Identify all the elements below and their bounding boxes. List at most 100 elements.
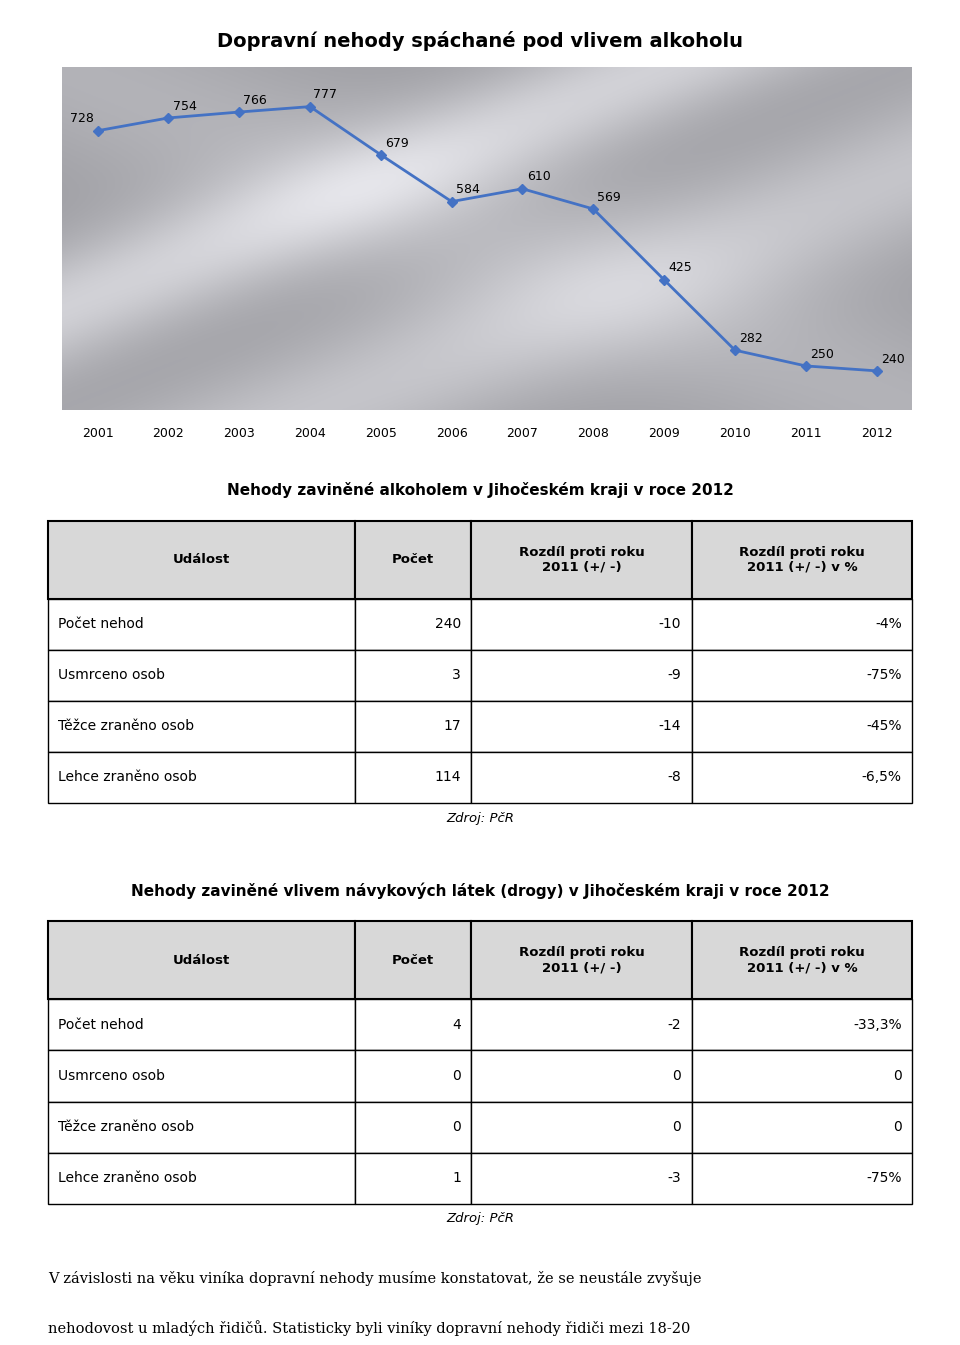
Bar	[471, 521, 691, 599]
Text: 0: 0	[673, 1120, 682, 1134]
Text: 2004: 2004	[294, 426, 325, 440]
Bar	[355, 650, 471, 701]
Text: 584: 584	[456, 183, 480, 196]
Text: Těžce zraněno osob: Těžce zraněno osob	[59, 1120, 195, 1134]
Bar	[471, 701, 691, 752]
Text: Událost: Událost	[173, 954, 230, 967]
Bar	[355, 701, 471, 752]
Bar	[48, 921, 355, 999]
Bar	[471, 921, 691, 999]
Text: -3: -3	[668, 1171, 682, 1185]
Text: Počet: Počet	[392, 954, 434, 967]
Text: 569: 569	[597, 191, 621, 203]
Bar	[48, 599, 355, 650]
Bar	[48, 752, 355, 803]
Text: Těžce zraněno osob: Těžce zraněno osob	[59, 720, 195, 733]
Bar	[355, 1050, 471, 1102]
Bar	[355, 999, 471, 1050]
Text: 2005: 2005	[365, 426, 396, 440]
Text: 610: 610	[527, 171, 550, 183]
Text: 0: 0	[893, 1069, 901, 1083]
Text: 2009: 2009	[648, 426, 680, 440]
Text: 2001: 2001	[82, 426, 113, 440]
Text: V závislosti na věku viníka dopravní nehody musíme konstatovat, že se neustále z: V závislosti na věku viníka dopravní neh…	[48, 1271, 702, 1286]
Bar	[48, 650, 355, 701]
Bar	[355, 752, 471, 803]
Bar	[355, 521, 471, 599]
Text: 2007: 2007	[507, 426, 539, 440]
Text: 240: 240	[880, 352, 904, 366]
Text: 766: 766	[244, 94, 267, 106]
Text: Dopravní nehody spáchané pod vlivem alkoholu: Dopravní nehody spáchané pod vlivem alko…	[217, 31, 743, 51]
Text: 2003: 2003	[224, 426, 255, 440]
Text: Rozdíl proti roku
2011 (+/ -): Rozdíl proti roku 2011 (+/ -)	[518, 947, 644, 974]
Bar	[691, 521, 912, 599]
Text: Nehody zaviněné vlivem návykových látek (drogy) v Jihočeském kraji v roce 2012: Nehody zaviněné vlivem návykových látek …	[131, 882, 829, 898]
Text: 4: 4	[452, 1018, 461, 1032]
Text: -2: -2	[668, 1018, 682, 1032]
Text: Lehce zraněno osob: Lehce zraněno osob	[59, 771, 197, 784]
Text: -45%: -45%	[866, 720, 901, 733]
Text: 2010: 2010	[719, 426, 751, 440]
Text: 2002: 2002	[153, 426, 184, 440]
Text: 282: 282	[739, 332, 763, 344]
Text: nehodovost u mladých řidičů. Statisticky byli viníky dopravní nehody řidiči mezi: nehodovost u mladých řidičů. Statisticky…	[48, 1319, 690, 1336]
Text: Zdroj: PčR: Zdroj: PčR	[446, 811, 514, 824]
Text: Událost: Událost	[173, 553, 230, 566]
Text: -6,5%: -6,5%	[862, 771, 901, 784]
Bar	[691, 999, 912, 1050]
Bar	[691, 650, 912, 701]
Text: Nehody zaviněné alkoholem v Jihočeském kraji v roce 2012: Nehody zaviněné alkoholem v Jihočeském k…	[227, 482, 733, 498]
Bar	[691, 1153, 912, 1204]
Bar	[355, 1102, 471, 1153]
Text: 2011: 2011	[790, 426, 822, 440]
Bar	[691, 701, 912, 752]
Bar	[48, 521, 355, 599]
Bar	[471, 1050, 691, 1102]
Bar	[355, 1153, 471, 1204]
Bar	[48, 1153, 355, 1204]
Bar	[471, 1102, 691, 1153]
Text: Počet nehod: Počet nehod	[59, 1018, 144, 1032]
Bar	[48, 701, 355, 752]
Bar	[691, 752, 912, 803]
Bar	[48, 1050, 355, 1102]
Bar	[691, 1102, 912, 1153]
Text: -14: -14	[659, 720, 682, 733]
Text: Počet: Počet	[392, 553, 434, 566]
Bar	[355, 921, 471, 999]
Bar	[471, 650, 691, 701]
Text: 728: 728	[70, 113, 94, 125]
Text: 240: 240	[435, 617, 461, 631]
Text: Usmrceno osob: Usmrceno osob	[59, 668, 165, 682]
Bar	[471, 999, 691, 1050]
Text: 17: 17	[444, 720, 461, 733]
Text: 0: 0	[452, 1069, 461, 1083]
Bar	[48, 999, 355, 1050]
Text: 0: 0	[673, 1069, 682, 1083]
Text: -75%: -75%	[866, 1171, 901, 1185]
Text: Usmrceno osob: Usmrceno osob	[59, 1069, 165, 1083]
Text: 3: 3	[452, 668, 461, 682]
Text: 0: 0	[452, 1120, 461, 1134]
Text: 754: 754	[173, 100, 197, 113]
Bar	[355, 599, 471, 650]
Text: Počet nehod: Počet nehod	[59, 617, 144, 631]
Bar	[471, 1153, 691, 1204]
Text: 2012: 2012	[861, 426, 893, 440]
Bar	[471, 752, 691, 803]
Text: 0: 0	[893, 1120, 901, 1134]
Text: 114: 114	[435, 771, 461, 784]
Text: -4%: -4%	[875, 617, 901, 631]
Text: -9: -9	[667, 668, 682, 682]
Text: Zdroj: PčR: Zdroj: PčR	[446, 1212, 514, 1225]
Text: 777: 777	[313, 89, 337, 101]
Text: 250: 250	[810, 347, 834, 360]
Bar	[691, 1050, 912, 1102]
Bar	[691, 599, 912, 650]
Text: 2008: 2008	[577, 426, 610, 440]
Bar	[691, 921, 912, 999]
Bar	[471, 599, 691, 650]
Text: Lehce zraněno osob: Lehce zraněno osob	[59, 1171, 197, 1185]
Text: 2006: 2006	[436, 426, 468, 440]
